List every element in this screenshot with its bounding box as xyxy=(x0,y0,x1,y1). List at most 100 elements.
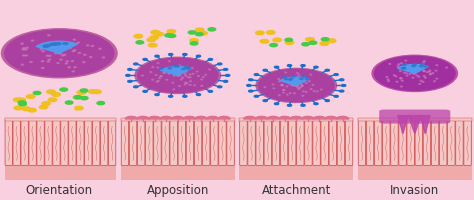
FancyBboxPatch shape xyxy=(194,119,202,166)
Circle shape xyxy=(396,82,398,83)
Circle shape xyxy=(169,54,173,56)
Circle shape xyxy=(156,82,158,83)
Circle shape xyxy=(52,44,57,46)
Circle shape xyxy=(325,100,329,102)
Circle shape xyxy=(155,56,159,58)
Circle shape xyxy=(289,80,292,81)
Wedge shape xyxy=(301,117,314,119)
FancyBboxPatch shape xyxy=(109,119,116,166)
FancyBboxPatch shape xyxy=(264,119,272,166)
Circle shape xyxy=(150,36,158,40)
Circle shape xyxy=(249,91,253,93)
Circle shape xyxy=(411,70,413,71)
Circle shape xyxy=(68,67,71,68)
Circle shape xyxy=(256,69,337,103)
Circle shape xyxy=(46,56,48,57)
Circle shape xyxy=(434,81,435,82)
FancyBboxPatch shape xyxy=(240,119,247,166)
Circle shape xyxy=(181,80,182,81)
Circle shape xyxy=(81,97,88,100)
Circle shape xyxy=(283,90,285,91)
Circle shape xyxy=(72,72,74,73)
Circle shape xyxy=(402,68,406,70)
FancyBboxPatch shape xyxy=(92,119,100,166)
Circle shape xyxy=(61,42,64,43)
Circle shape xyxy=(27,95,35,99)
Circle shape xyxy=(278,79,280,80)
Circle shape xyxy=(426,72,428,73)
Circle shape xyxy=(159,78,161,79)
Circle shape xyxy=(73,50,76,51)
Circle shape xyxy=(50,44,55,46)
Circle shape xyxy=(300,79,303,80)
Wedge shape xyxy=(337,117,349,119)
FancyBboxPatch shape xyxy=(100,119,108,166)
Circle shape xyxy=(157,68,159,69)
FancyBboxPatch shape xyxy=(37,119,44,166)
Circle shape xyxy=(208,59,212,61)
Circle shape xyxy=(159,68,163,70)
Circle shape xyxy=(286,95,288,96)
Circle shape xyxy=(137,59,218,93)
Circle shape xyxy=(419,84,421,85)
Circle shape xyxy=(401,79,402,80)
Circle shape xyxy=(157,63,159,64)
Circle shape xyxy=(188,32,196,35)
Circle shape xyxy=(436,65,438,66)
Circle shape xyxy=(284,79,288,80)
FancyBboxPatch shape xyxy=(289,119,296,166)
Circle shape xyxy=(14,107,23,110)
Circle shape xyxy=(201,86,203,87)
Circle shape xyxy=(42,47,45,48)
Circle shape xyxy=(428,72,430,73)
FancyBboxPatch shape xyxy=(45,119,52,166)
Bar xyxy=(5,120,116,180)
Circle shape xyxy=(150,72,152,73)
Circle shape xyxy=(274,67,279,69)
Circle shape xyxy=(89,90,97,94)
Circle shape xyxy=(199,32,207,36)
FancyBboxPatch shape xyxy=(456,119,463,166)
Circle shape xyxy=(249,79,253,81)
Circle shape xyxy=(413,65,416,66)
Wedge shape xyxy=(313,117,326,119)
Wedge shape xyxy=(183,117,195,119)
FancyBboxPatch shape xyxy=(21,119,28,166)
Wedge shape xyxy=(244,117,256,119)
Circle shape xyxy=(77,91,86,95)
Circle shape xyxy=(56,53,58,54)
Wedge shape xyxy=(290,117,302,119)
Circle shape xyxy=(309,81,310,82)
Circle shape xyxy=(151,31,159,35)
Circle shape xyxy=(202,77,204,78)
Wedge shape xyxy=(172,117,184,119)
Circle shape xyxy=(414,73,415,74)
Circle shape xyxy=(413,74,414,75)
Circle shape xyxy=(418,77,420,78)
Circle shape xyxy=(39,106,48,109)
Circle shape xyxy=(306,38,314,42)
Wedge shape xyxy=(206,117,219,119)
Circle shape xyxy=(186,67,188,68)
Text: Orientation: Orientation xyxy=(26,183,93,196)
FancyBboxPatch shape xyxy=(366,119,374,166)
Circle shape xyxy=(287,80,288,81)
Circle shape xyxy=(224,81,228,83)
Circle shape xyxy=(43,46,48,48)
Circle shape xyxy=(71,61,73,62)
Circle shape xyxy=(297,86,298,87)
FancyBboxPatch shape xyxy=(383,119,390,166)
Bar xyxy=(121,119,235,121)
Circle shape xyxy=(62,56,64,57)
Circle shape xyxy=(126,75,130,77)
Circle shape xyxy=(300,83,301,84)
Circle shape xyxy=(27,109,36,112)
Circle shape xyxy=(97,102,105,105)
Circle shape xyxy=(281,85,283,86)
Circle shape xyxy=(196,33,203,37)
Circle shape xyxy=(309,42,317,45)
FancyBboxPatch shape xyxy=(399,119,406,166)
Wedge shape xyxy=(280,78,309,86)
Circle shape xyxy=(402,67,404,68)
Wedge shape xyxy=(125,117,137,119)
